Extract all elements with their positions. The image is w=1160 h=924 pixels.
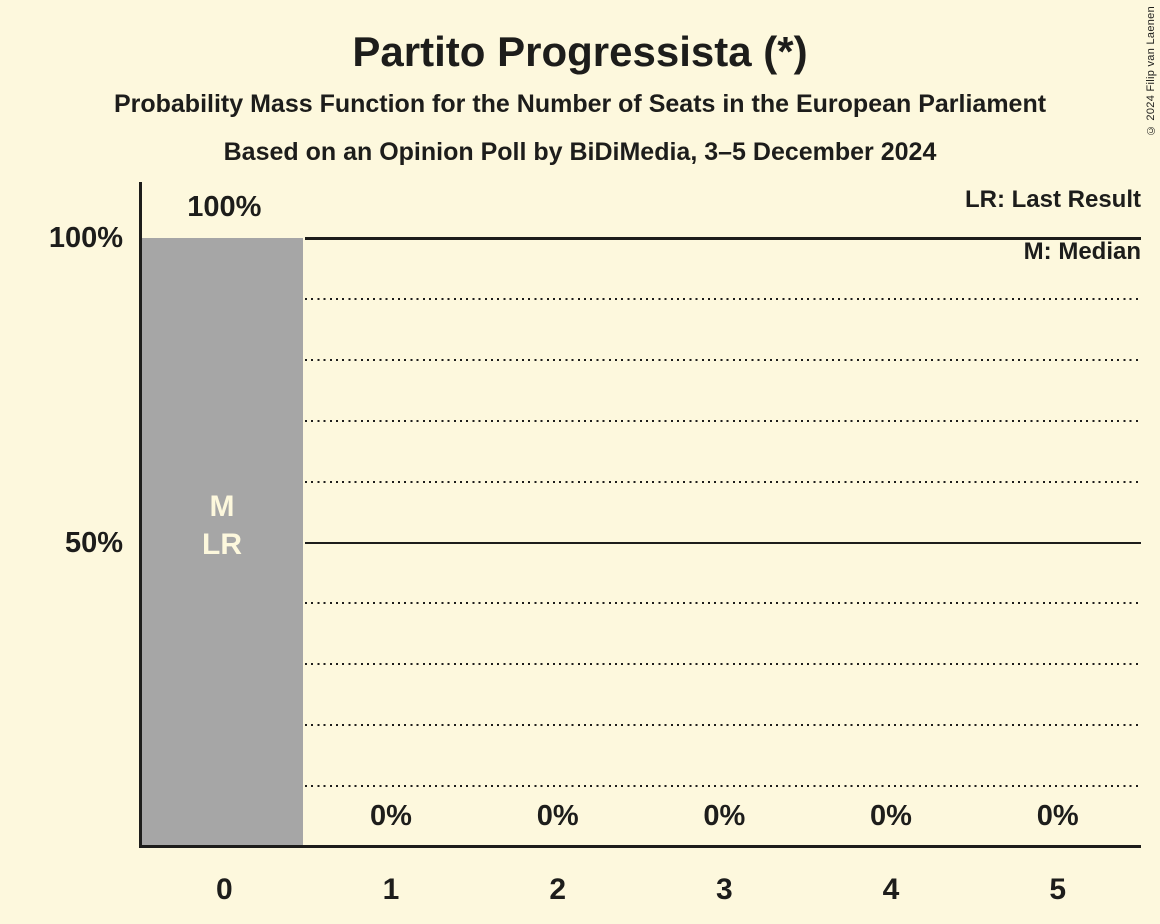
legend-median-label: M: Median: [1023, 238, 1141, 265]
x-tick-label-0: 0: [215, 873, 233, 906]
gridline-10-pct: [305, 785, 1141, 788]
value-label-seats-1: 0%: [370, 800, 412, 832]
x-tick-label-5: 5: [1049, 873, 1066, 906]
annotation-lr-label: LR: [202, 527, 242, 561]
gridline-70-pct: [305, 419, 1141, 422]
chart-title: Partito Progressista (*): [352, 28, 808, 75]
chart-poll-source: Based on an Opinion Poll by BiDiMedia, 3…: [223, 138, 937, 166]
x-tick-label-2: 2: [549, 873, 566, 906]
chart-subtitle: Probability Mass Function for the Number…: [113, 90, 1047, 118]
value-label-seats-4: 0%: [870, 800, 912, 832]
copyright-notice: © 2024 Filip van Laenen: [1145, 6, 1157, 137]
x-tick-label-4: 4: [882, 873, 900, 906]
gridline-40-pct: [305, 602, 1141, 605]
value-label-seats-3: 0%: [703, 800, 746, 832]
gridline-30-pct: [305, 663, 1141, 666]
y-tick-label-100-pct: 100%: [48, 222, 123, 254]
gridline-90-pct: [305, 297, 1141, 300]
bar-annotation-seats-0: M LR: [141, 488, 303, 564]
gridline-20-pct: [305, 724, 1141, 727]
x-tick-label-3: 3: [715, 873, 733, 906]
y-tick-label-50-pct: 50%: [64, 526, 123, 559]
value-label-seats-5: 0%: [1036, 800, 1079, 832]
gridline-50-pct: [305, 541, 1141, 544]
value-label-seats-2: 0%: [536, 800, 579, 832]
gridline-80-pct: [305, 358, 1141, 361]
value-label-seats-0: 100%: [187, 191, 262, 223]
legend: LR: Last Result M: Median: [965, 185, 1141, 267]
y-axis-line: [139, 182, 142, 848]
annotation-m-label: M: [209, 489, 235, 523]
x-tick-label-1: 1: [382, 873, 400, 906]
legend-last-result-label: LR: Last Result: [964, 186, 1141, 213]
gridline-100-pct: [305, 237, 1141, 240]
x-axis-line: [139, 845, 1141, 848]
gridline-60-pct: [305, 480, 1141, 483]
bar-seats-0: [141, 238, 303, 847]
